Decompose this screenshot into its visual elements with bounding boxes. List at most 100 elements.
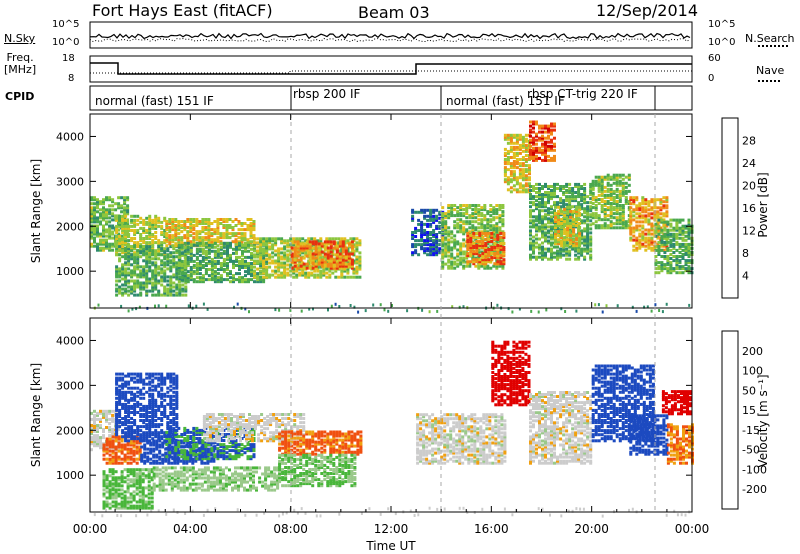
heatmap-cell: [535, 195, 538, 199]
heatmap-cell: [96, 220, 99, 224]
heatmap-cell: [675, 271, 679, 275]
heatmap-cell: [462, 238, 466, 242]
heatmap-cell: [663, 255, 667, 258]
heatmap-cell: [563, 215, 567, 219]
heatmap-cell: [583, 199, 587, 203]
heatmap-cell: [341, 240, 345, 244]
heatmap-cell: [553, 158, 556, 162]
heatmap-cell: [544, 195, 547, 199]
heatmap-cell: [515, 162, 519, 166]
heatmap-cell: [601, 310, 604, 314]
heatmap-cell: [222, 232, 226, 236]
heatmap-cell: [426, 214, 430, 218]
heatmap-cell: [160, 220, 164, 224]
heatmap-cell: [660, 240, 664, 244]
heatmap-cell: [515, 151, 519, 155]
heatmap-cell: [638, 228, 642, 232]
heatmap-cell: [583, 193, 587, 196]
heatmap-cell: [123, 443, 127, 447]
heatmap-cell: [175, 287, 179, 291]
heatmap-cell: [204, 272, 208, 276]
heatmap-cell: [331, 271, 335, 275]
heatmap-cell: [462, 264, 466, 268]
heatmap-cell: [319, 273, 323, 277]
heatmap-cell: [108, 198, 112, 202]
heatmap-cell: [322, 273, 326, 277]
heatmap-cell: [347, 258, 351, 262]
heatmap-cell: [262, 251, 266, 255]
heatmap-cell: [563, 236, 567, 240]
heatmap-cell: [108, 244, 112, 248]
heatmap-cell: [466, 237, 470, 241]
heatmap-cell: [99, 208, 102, 212]
heatmap-cell: [189, 270, 193, 274]
heatmap-cell: [283, 241, 287, 245]
heatmap-cell: [665, 238, 669, 242]
heatmap-cell: [547, 241, 550, 245]
heatmap-cell: [503, 147, 507, 151]
heatmap-cell: [139, 271, 143, 275]
heatmap-cell: [163, 251, 167, 255]
heatmap-cell: [358, 275, 362, 279]
heatmap-cell: [105, 449, 109, 453]
heatmap-cell: [489, 214, 493, 218]
heatmap-cell: [135, 451, 139, 455]
heatmap-cell: [666, 248, 670, 252]
heatmap-cell: [486, 234, 490, 238]
heatmap-cell: [553, 185, 556, 188]
heatmap-cell: [654, 228, 658, 232]
heatmap-cell: [678, 218, 682, 222]
heatmap-cell: [618, 175, 622, 179]
heatmap-cell: [506, 149, 510, 153]
heatmap-cell: [544, 215, 547, 219]
heatmap-cell: [506, 160, 510, 163]
heatmap-cell: [656, 242, 660, 246]
heatmap-cell: [133, 293, 137, 297]
heatmap-cell: [609, 204, 613, 207]
heatmap-cell: [157, 249, 161, 253]
heatmap-cell: [597, 216, 601, 220]
heatmap-cell: [502, 258, 506, 262]
heatmap-cell: [226, 272, 229, 276]
heatmap-cell: [529, 197, 532, 201]
heatmap-cell: [589, 207, 593, 211]
heatmap-cell: [229, 241, 232, 245]
heatmap-cell: [262, 241, 266, 245]
heatmap-cell: [660, 230, 664, 234]
heatmap-cell: [612, 181, 616, 185]
heatmap-cell: [496, 233, 500, 237]
heatmap-cell: [544, 193, 547, 196]
heatmap-cell: [550, 215, 553, 219]
heatmap-cell: [307, 237, 311, 241]
heatmap-cell: [597, 218, 601, 222]
heatmap-cell: [509, 133, 513, 137]
heatmap-cell: [250, 266, 253, 269]
heatmap-cell: [541, 195, 544, 199]
heatmap-cell: [483, 228, 487, 232]
heatmap-cell: [486, 242, 490, 246]
heatmap-cell: [304, 273, 308, 277]
heatmap-cell: [657, 265, 661, 269]
heatmap-cell: [90, 202, 93, 206]
heatmap-cell: [447, 212, 451, 216]
heatmap-cell: [684, 246, 688, 250]
heatmap-cell: [126, 198, 130, 202]
heatmap-cell: [669, 240, 673, 244]
heatmap-cell: [618, 206, 622, 210]
heatmap-cell: [553, 136, 556, 140]
heatmap-cell: [492, 208, 496, 212]
heatmap-cell: [487, 231, 491, 235]
heatmap-cell: [672, 228, 676, 232]
heatmap-cell: [529, 215, 532, 219]
heatmap-cell: [108, 502, 112, 506]
heatmap-cell: [466, 244, 470, 247]
heatmap-cell: [268, 257, 272, 261]
heatmap-cell: [650, 238, 654, 242]
heatmap-cell: [647, 222, 651, 226]
heatmap-cell: [426, 243, 430, 247]
heatmap-cell: [629, 218, 633, 222]
heatmap-cell: [426, 218, 430, 222]
heatmap-cell: [665, 204, 669, 208]
heatmap-cell: [344, 252, 348, 256]
heatmap-cell: [180, 236, 184, 240]
